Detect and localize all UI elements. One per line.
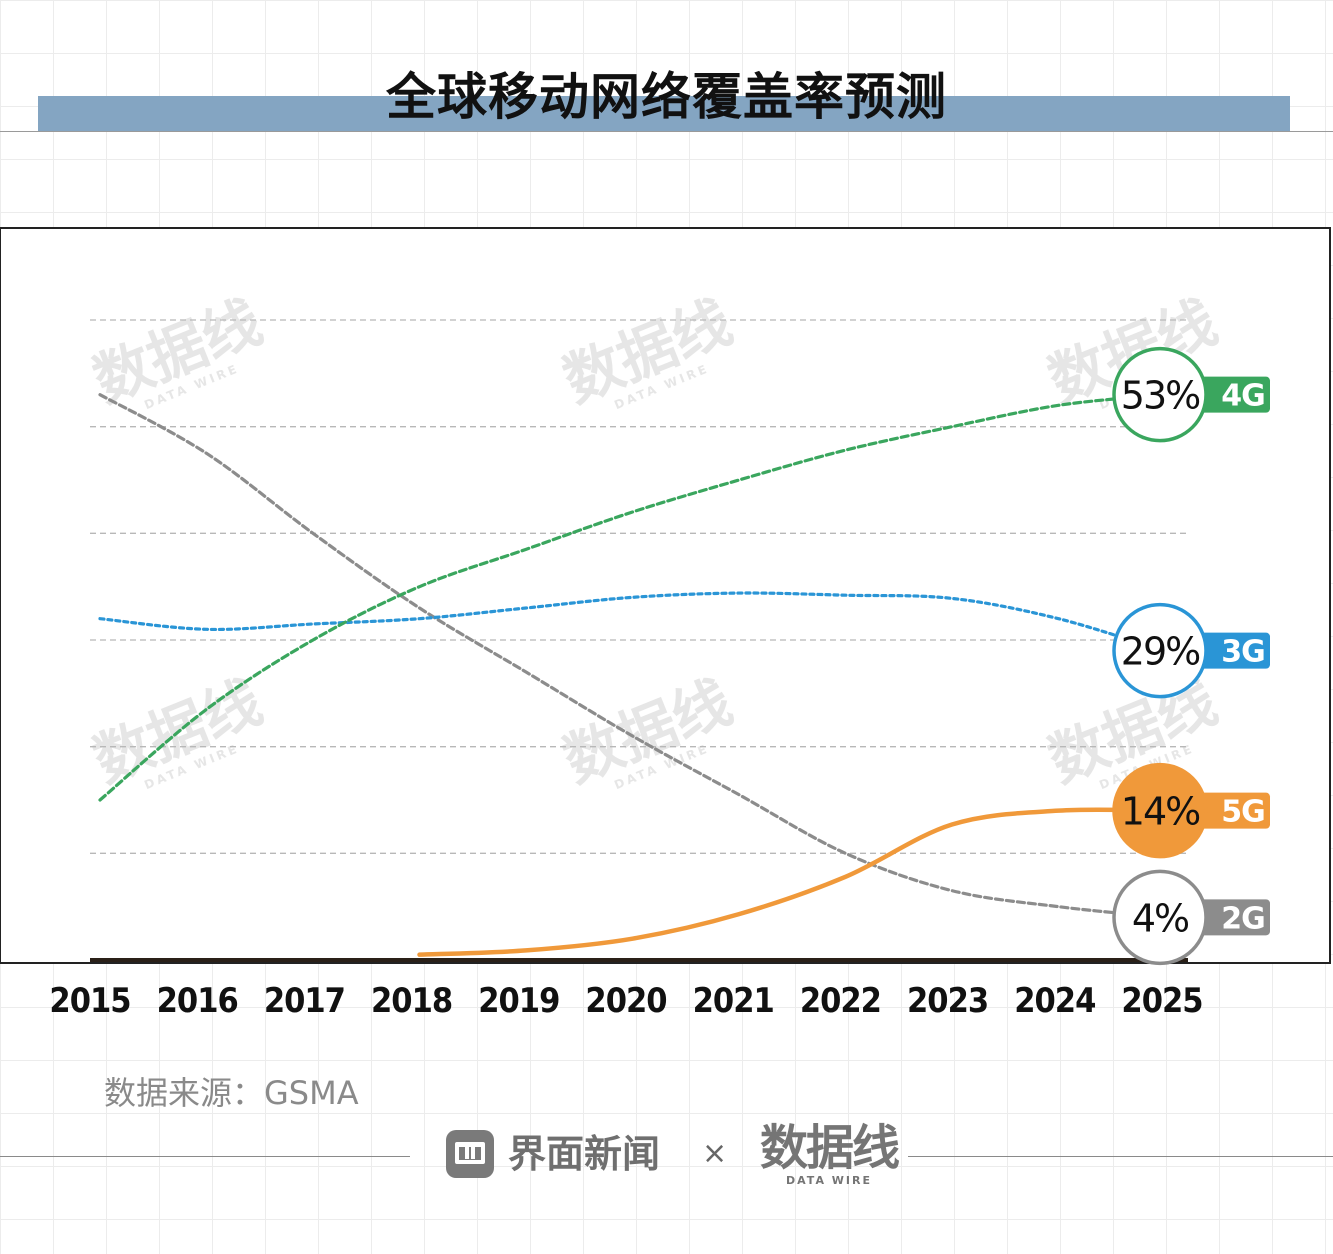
series-tag-bg-2g: [1196, 899, 1270, 936]
series-line-3g: [98, 591, 1165, 653]
end-label-4g: 53%: [1121, 374, 1200, 418]
series-tag-2g: 2G: [1221, 901, 1265, 936]
series-tag-3g: 3G: [1221, 635, 1265, 670]
x-tick-2025: 2025: [1121, 981, 1202, 1021]
series-tag-4g: 4G: [1221, 379, 1265, 414]
footer-rule-right: [908, 1156, 1333, 1157]
series-tag-bg-3g: [1196, 632, 1270, 669]
times-sign: ×: [702, 1136, 728, 1171]
title-rule: [0, 131, 1333, 132]
series-tag-5g: 5G: [1221, 795, 1265, 830]
x-tick-2015: 2015: [49, 981, 130, 1021]
series-line-2g: [98, 393, 1165, 919]
title-area: 全球移动网络覆盖率预测: [0, 60, 1333, 135]
chart-title: 全球移动网络覆盖率预测: [386, 68, 947, 126]
x-tick-2016: 2016: [157, 981, 238, 1021]
end-marker-3g: [1112, 602, 1208, 699]
footer: 界面新闻 × 数据线 DATA WIRE: [0, 1118, 1333, 1198]
datawire-logo-cn: 数据线: [760, 1120, 900, 1176]
x-tick-2021: 2021: [693, 981, 774, 1021]
x-tick-2019: 2019: [478, 981, 559, 1021]
x-tick-2018: 2018: [371, 981, 452, 1021]
footer-rule-left: [0, 1156, 410, 1157]
jiemian-logo-icon: [446, 1130, 494, 1178]
end-label-2g: 4%: [1132, 896, 1189, 940]
series-line-5g: [417, 807, 1166, 957]
end-marker-2g: [1112, 869, 1208, 966]
datawire-logo-en: DATA WIRE: [786, 1174, 872, 1187]
x-tick-2020: 2020: [585, 981, 666, 1021]
source-note: 数据来源：GSMA: [104, 1074, 359, 1112]
x-tick-2024: 2024: [1014, 981, 1095, 1021]
datawire-logo: 数据线 DATA WIRE: [760, 1118, 900, 1187]
series-line-4g: [98, 393, 1165, 802]
end-marker-4g: [1112, 346, 1208, 443]
title-bar: [38, 96, 1290, 131]
x-tick-2023: 2023: [907, 981, 988, 1021]
end-label-5g: 14%: [1121, 790, 1200, 834]
series-tag-bg-4g: [1196, 376, 1270, 413]
end-label-3g: 29%: [1121, 630, 1200, 674]
x-tick-2022: 2022: [800, 981, 881, 1021]
x-tick-2017: 2017: [264, 981, 345, 1021]
jiemian-brand: 界面新闻: [508, 1132, 661, 1176]
end-marker-5g: [1112, 762, 1208, 859]
series-tag-bg-5g: [1196, 792, 1270, 829]
